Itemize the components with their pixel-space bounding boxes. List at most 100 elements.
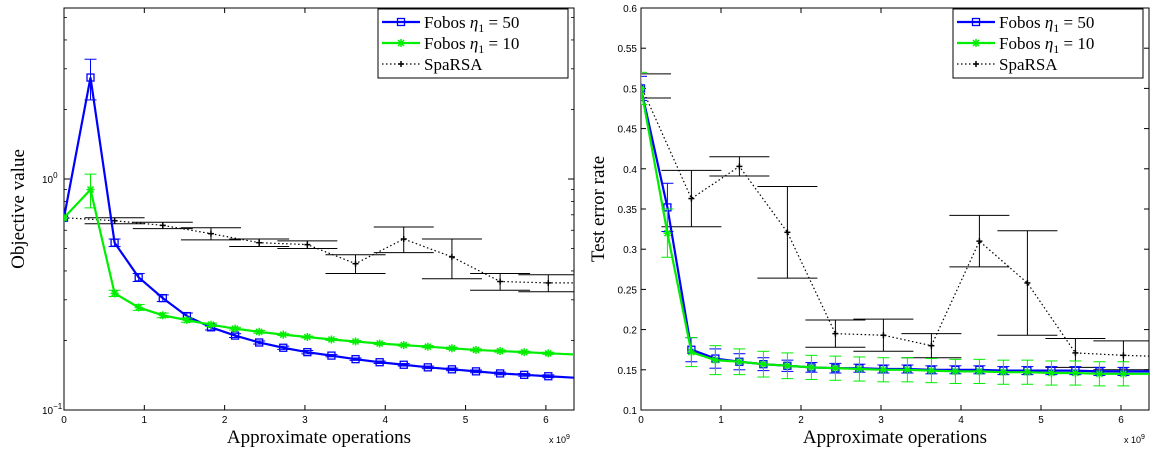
series-2	[641, 71, 1149, 387]
data-point	[182, 316, 191, 325]
data-point	[256, 239, 263, 246]
x-axis-label: Approximate operations	[803, 427, 987, 448]
data-point	[279, 343, 288, 352]
data-point	[879, 365, 888, 374]
x-tick-label: 2	[798, 415, 804, 426]
data-point	[134, 273, 143, 282]
data-point	[397, 39, 405, 47]
y-tick-label: 0.3	[623, 245, 637, 256]
data-point	[423, 342, 432, 351]
series-1	[641, 75, 1149, 376]
y-tick-label: 0.25	[618, 285, 638, 296]
data-point	[396, 17, 406, 27]
data-point	[545, 279, 552, 286]
data-point	[400, 235, 407, 242]
plot-frame	[63, 7, 575, 411]
legend-entry-1: Fobos η1 = 50	[382, 13, 519, 35]
data-point	[641, 84, 645, 93]
legend-label: Fobos η1 = 50	[424, 13, 519, 35]
x-tick-label: 3	[302, 415, 308, 426]
x-tick-label: 5	[1038, 415, 1044, 426]
data-point	[972, 39, 980, 47]
data-point	[303, 348, 312, 357]
data-point	[973, 61, 979, 67]
y-tick-label: 0.35	[618, 205, 638, 216]
chart-panel-1: 0 1 2 3 4 5 6 10−1 100 Approximate operations Obje…	[8, 7, 575, 448]
data-point	[1095, 369, 1104, 378]
x-tick-label: 1	[718, 415, 724, 426]
y-tick-label: 0.5	[623, 84, 637, 95]
data-point	[206, 320, 215, 329]
legend-entry-1: Fobos η1 = 50	[957, 13, 1094, 35]
x-tick-label: 6	[1118, 415, 1124, 426]
data-point	[375, 358, 384, 367]
error-bar	[641, 75, 647, 101]
series-line	[64, 217, 574, 284]
error-bar	[641, 73, 671, 99]
data-point	[134, 303, 143, 312]
data-point	[447, 344, 456, 353]
y-tick-label: 0.1	[623, 406, 637, 417]
data-point	[759, 360, 768, 369]
data-point	[207, 230, 214, 237]
data-point	[86, 185, 95, 194]
data-point	[279, 330, 288, 339]
data-point	[352, 260, 359, 267]
data-point	[448, 253, 455, 260]
series-line	[64, 77, 574, 379]
data-point	[663, 229, 672, 238]
data-point	[688, 195, 695, 202]
data-point	[64, 213, 68, 222]
y-tick-label: 0.4	[623, 165, 637, 176]
data-point	[736, 163, 743, 170]
data-point	[927, 366, 936, 375]
series-3	[641, 73, 1149, 371]
data-point	[158, 311, 167, 320]
data-point	[832, 330, 839, 337]
data-point	[544, 372, 553, 381]
data-point	[544, 349, 553, 358]
data-point	[327, 335, 336, 344]
data-point	[423, 363, 432, 372]
data-point	[520, 348, 529, 357]
y-tick-label: 0.2	[623, 326, 637, 337]
y-axis-label: Objective value	[8, 149, 29, 269]
legend-entry-3: SpaRSA	[957, 55, 1058, 74]
plot-area	[641, 71, 1149, 387]
data-point	[375, 339, 384, 348]
chart-panel-2: 0 1 2 3 4 5 6 0.1 0.15 0.2 0.25 0.3 0.35 0.4 0.45 0.5 0.…	[588, 4, 1150, 448]
data-point	[711, 356, 720, 365]
x-tick-label: 0	[638, 415, 644, 426]
data-point	[255, 338, 264, 347]
x-multiplier: x 109	[549, 434, 570, 445]
series-line	[641, 85, 1149, 357]
data-point	[398, 61, 404, 67]
data-point	[497, 278, 504, 285]
data-point	[976, 238, 983, 245]
data-point	[687, 348, 696, 357]
y-axis-label: Test error rate	[588, 156, 609, 262]
legend-label: SpaRSA	[999, 55, 1058, 74]
series-line	[64, 187, 574, 356]
y-tick-label: 0.6	[623, 4, 637, 15]
data-point	[1023, 368, 1032, 377]
x-tick-label: 5	[463, 415, 469, 426]
data-point	[496, 347, 505, 356]
data-point	[1024, 279, 1031, 286]
x-multiplier: x 109	[1124, 434, 1145, 445]
series-line	[641, 88, 1149, 375]
plot-area	[64, 58, 574, 381]
data-point	[255, 327, 264, 336]
series-line	[641, 88, 1149, 373]
data-point	[1071, 369, 1080, 378]
error-bar	[641, 71, 647, 105]
data-point	[472, 345, 481, 354]
x-tick-label: 1	[142, 415, 148, 426]
data-point	[447, 365, 457, 374]
data-point	[399, 360, 408, 369]
data-point	[951, 367, 960, 376]
series-1	[64, 58, 574, 381]
data-point	[110, 289, 119, 298]
